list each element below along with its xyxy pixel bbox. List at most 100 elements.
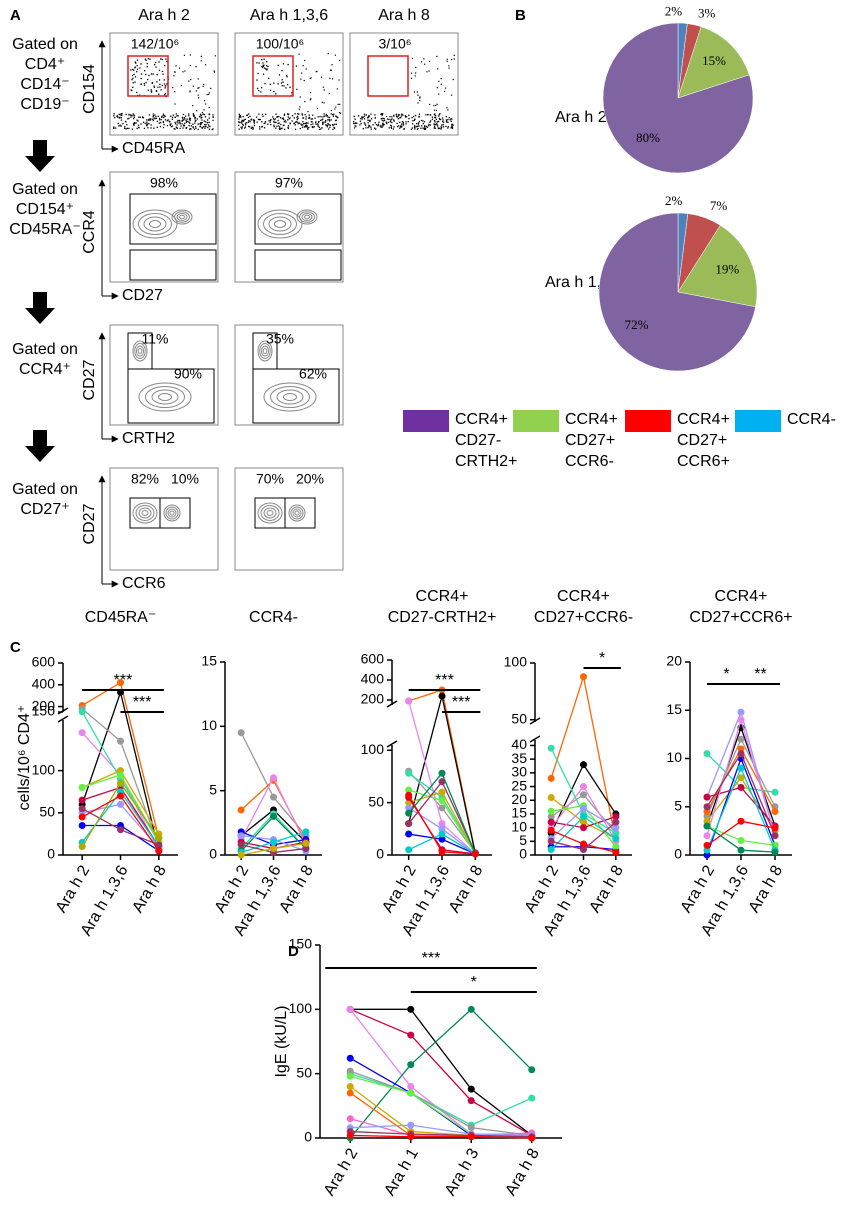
event-dot xyxy=(150,124,152,126)
event-dot xyxy=(138,127,140,129)
contour xyxy=(171,209,193,225)
event-dot xyxy=(415,123,418,125)
data-point xyxy=(703,841,711,849)
data-point xyxy=(407,1121,415,1129)
event-dot xyxy=(286,83,289,86)
event-dot xyxy=(268,120,270,122)
event-dot xyxy=(446,60,448,63)
y-tick-label: 5 xyxy=(674,797,682,813)
event-dot xyxy=(163,64,166,67)
event-dot xyxy=(118,125,120,127)
pie-label: 19% xyxy=(715,262,739,277)
event-dot xyxy=(323,115,325,117)
axis-label: CCR6 xyxy=(122,575,166,592)
contour xyxy=(141,510,149,516)
y-tick-label: 20 xyxy=(511,791,527,807)
x-tick-label: Ara h 2 xyxy=(321,1146,362,1199)
event-dot xyxy=(304,59,306,62)
data-point xyxy=(737,846,745,854)
event-dot xyxy=(375,124,378,126)
event-dot xyxy=(429,124,432,126)
event-dot xyxy=(291,94,293,96)
event-dot xyxy=(368,126,370,128)
event-dot xyxy=(307,127,309,130)
data-point xyxy=(346,1072,354,1080)
data-point xyxy=(771,808,779,816)
event-dot xyxy=(435,123,438,125)
event-dot xyxy=(197,94,199,96)
event-dot xyxy=(328,92,330,95)
data-point xyxy=(237,851,245,859)
event-dot xyxy=(208,117,210,119)
event-dot xyxy=(265,68,267,70)
event-dot xyxy=(242,123,244,125)
event-dot xyxy=(210,87,212,89)
data-point xyxy=(547,818,555,826)
event-dot xyxy=(157,86,159,88)
pie-slice xyxy=(602,22,754,174)
y-tick-label: 100 xyxy=(289,1000,313,1016)
chart-title: CCR4+ xyxy=(557,588,610,605)
event-dot xyxy=(165,58,167,60)
event-dot xyxy=(404,115,407,117)
chart-title: CCR4+ xyxy=(416,588,469,605)
data-point xyxy=(78,729,86,737)
event-dot xyxy=(150,89,152,91)
event-dot xyxy=(401,123,403,125)
event-dot xyxy=(155,61,157,64)
data-point xyxy=(438,769,446,777)
event-dot xyxy=(256,62,258,64)
event-dot xyxy=(310,123,312,126)
event-dot xyxy=(124,120,127,123)
data-point xyxy=(771,848,779,856)
event-dot xyxy=(175,126,178,128)
event-dot xyxy=(322,86,325,88)
data-point xyxy=(155,847,163,855)
event-dot xyxy=(156,120,159,123)
chart-title: CD27-CRTH2+ xyxy=(388,609,497,626)
event-dot xyxy=(184,115,187,117)
event-dot xyxy=(282,81,284,83)
gate xyxy=(252,368,340,424)
event-dot xyxy=(132,77,134,79)
event-dot xyxy=(452,78,454,81)
event-dot xyxy=(252,128,254,130)
event-dot xyxy=(300,78,302,80)
event-dot xyxy=(434,116,436,119)
chart-title: CD27+CCR6- xyxy=(534,609,633,626)
event-dot xyxy=(240,126,242,129)
gate-percent: 90% xyxy=(174,366,202,382)
event-dot xyxy=(169,124,172,126)
event-dot xyxy=(155,89,158,92)
event-dot xyxy=(113,113,115,115)
data-point xyxy=(346,1067,354,1075)
contour xyxy=(165,506,179,520)
event-dot xyxy=(445,116,447,118)
event-dot xyxy=(130,116,132,118)
flow-plot xyxy=(349,32,459,136)
event-dot xyxy=(244,126,247,128)
event-dot xyxy=(391,116,393,118)
data-point xyxy=(117,826,124,834)
event-dot xyxy=(197,78,199,80)
data-point xyxy=(547,794,555,801)
plot-frame xyxy=(234,32,344,136)
event-dot xyxy=(380,126,382,128)
event-dot xyxy=(261,66,264,69)
event-dot xyxy=(264,82,266,85)
axis-label: CD154 xyxy=(81,64,98,114)
event-dot xyxy=(368,115,370,117)
event-dot xyxy=(200,114,203,117)
y-tick-label: 100 xyxy=(504,654,528,670)
data-point xyxy=(547,807,555,815)
event-dot xyxy=(266,69,268,71)
event-dot xyxy=(190,78,192,81)
event-dot xyxy=(447,121,449,123)
event-dot xyxy=(310,121,312,123)
event-dot xyxy=(187,120,189,123)
event-dot xyxy=(424,128,426,130)
event-dot xyxy=(175,113,177,115)
event-dot xyxy=(132,86,134,88)
event-dot xyxy=(301,113,303,115)
event-dot xyxy=(273,119,275,121)
